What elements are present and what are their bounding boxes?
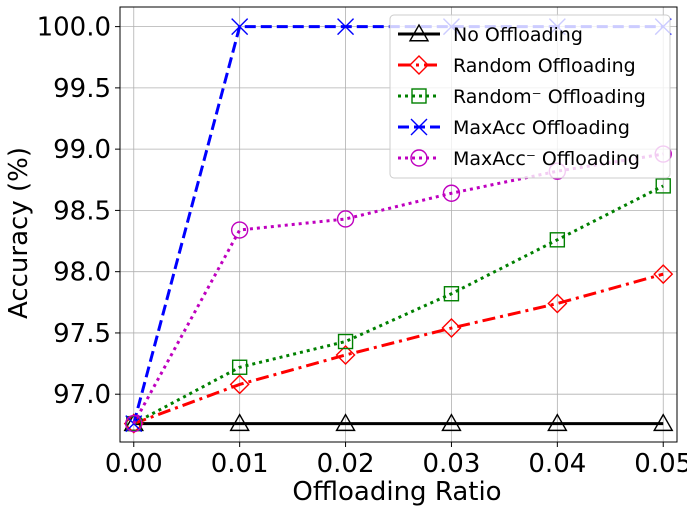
x-marker bbox=[410, 118, 428, 136]
triangle-marker bbox=[229, 413, 250, 432]
legend-entry: MaxAcc⁻ Offloading bbox=[398, 148, 640, 170]
circle-marker bbox=[410, 149, 428, 167]
x-tick-label: 0.01 bbox=[211, 449, 269, 479]
y-tick-label: 97.0 bbox=[53, 380, 111, 410]
circle-marker bbox=[230, 221, 249, 239]
legend-label: MaxAcc⁻ Offloading bbox=[453, 148, 640, 170]
y-axis-label: Accuracy (%) bbox=[4, 147, 34, 319]
circle-marker bbox=[336, 210, 355, 228]
legend: No Offloading Random Offloading Random⁻ Of… bbox=[389, 14, 671, 179]
square-marker bbox=[411, 88, 427, 104]
series-no-offloading bbox=[123, 413, 674, 432]
plot-frame bbox=[119, 6, 678, 443]
diamond-marker bbox=[409, 55, 429, 75]
triangle-marker bbox=[547, 413, 568, 432]
legend-box bbox=[389, 14, 671, 179]
legend-entry: Random Offloading bbox=[398, 55, 636, 77]
x-tick-label: 0.05 bbox=[634, 449, 687, 479]
series-line bbox=[132, 152, 664, 425]
x-tick-label: 0.00 bbox=[105, 449, 163, 479]
legend-label: MaxAcc Offloading bbox=[453, 117, 630, 139]
diamond-marker bbox=[547, 293, 568, 314]
diamond-marker bbox=[441, 318, 462, 339]
triangle-marker bbox=[335, 413, 356, 432]
axis-ticks: 0.00 0.01 0.02 0.03 0.04 0.05 97.0 97.5 98.0 98.5… bbox=[37, 13, 687, 479]
y-tick-label: 99.0 bbox=[53, 135, 111, 165]
y-tick-label: 98.0 bbox=[53, 258, 111, 288]
triangle-marker bbox=[408, 23, 430, 42]
series-maxacc-offloading bbox=[125, 145, 672, 433]
square-marker bbox=[655, 178, 671, 194]
x-tick-label: 0.02 bbox=[317, 449, 375, 479]
diamond-marker bbox=[335, 345, 356, 365]
legend-entry: Random⁻ Offloading bbox=[398, 86, 646, 108]
diamond-marker bbox=[229, 374, 250, 395]
legend-entry: MaxAcc Offloading bbox=[398, 117, 630, 139]
y-tick-label: 100.0 bbox=[37, 13, 111, 43]
x-tick-label: 0.03 bbox=[423, 449, 481, 479]
square-marker bbox=[549, 232, 566, 248]
circle-marker bbox=[442, 184, 461, 202]
series-random-offloading bbox=[126, 178, 671, 432]
legend-label: Random Offloading bbox=[453, 55, 636, 77]
circle-marker bbox=[125, 414, 143, 433]
legend-label: No Offloading bbox=[453, 24, 583, 46]
triangle-marker bbox=[441, 413, 462, 432]
square-marker bbox=[126, 415, 142, 432]
series-random-offloading bbox=[123, 264, 674, 434]
legend-entry: No Offloading bbox=[398, 23, 583, 46]
square-marker bbox=[443, 286, 460, 302]
series-line bbox=[133, 184, 664, 425]
x-marker bbox=[231, 18, 249, 36]
diamond-marker bbox=[123, 413, 144, 434]
y-tick-label: 98.5 bbox=[53, 196, 111, 226]
y-tick-label: 99.5 bbox=[53, 74, 111, 104]
x-tick-label: 0.04 bbox=[528, 449, 586, 479]
square-marker bbox=[337, 333, 354, 350]
x-axis-label: Offloading Ratio bbox=[292, 477, 501, 507]
square-marker bbox=[231, 359, 248, 375]
y-tick-label: 97.5 bbox=[53, 319, 111, 349]
triangle-marker bbox=[653, 413, 674, 432]
diamond-marker bbox=[653, 264, 674, 285]
legend-label: Random⁻ Offloading bbox=[453, 86, 646, 108]
x-marker bbox=[337, 18, 355, 36]
series-line bbox=[133, 272, 664, 426]
